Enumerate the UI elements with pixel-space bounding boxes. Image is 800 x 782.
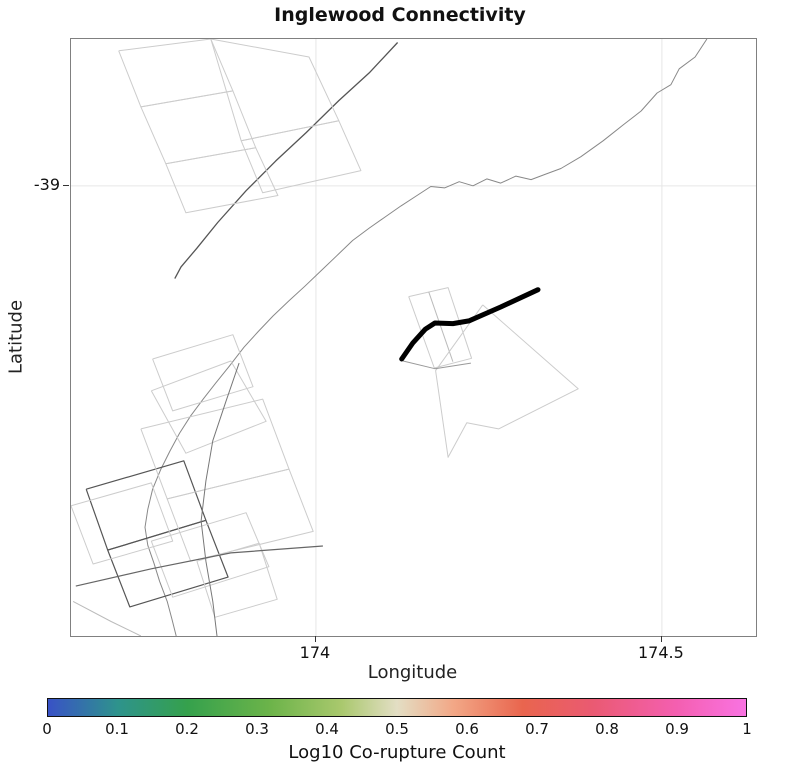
colorbar-gradient xyxy=(47,698,747,717)
plot-area xyxy=(70,38,757,637)
fault-trace-dark xyxy=(200,362,240,636)
y-tick-label: -39 xyxy=(33,174,60,194)
fault-trace-dark xyxy=(75,545,323,587)
fault-outline xyxy=(118,39,234,108)
colorbar-tick-label: 0.3 xyxy=(245,720,269,738)
colorbar-tick-label: 0.1 xyxy=(105,720,129,738)
fault-outline xyxy=(150,512,270,598)
fault-trace xyxy=(402,360,471,370)
colorbar-tick-label: 0.4 xyxy=(315,720,339,738)
x-tick-label: 174.5 xyxy=(637,643,684,662)
colorbar-tick-labels: 0 0.1 0.2 0.3 0.4 0.5 0.6 0.7 0.8 0.9 1 xyxy=(42,720,752,740)
fault-outline xyxy=(196,542,278,618)
colorbar-tick-label: 0.9 xyxy=(665,720,689,738)
chart-title: Inglewood Connectivity xyxy=(274,4,526,26)
fault-outline xyxy=(435,304,579,458)
colorbar-tick-label: 0.5 xyxy=(385,720,409,738)
fault-outline-dark xyxy=(107,519,229,608)
fault-outline xyxy=(165,147,279,214)
colorbar-tick-label: 0.2 xyxy=(175,720,199,738)
fault-outline xyxy=(152,334,254,412)
fault-trace-northwest xyxy=(174,42,399,279)
y-axis-label: Latitude xyxy=(5,299,27,375)
fault-outline xyxy=(240,120,362,194)
co-rupture-fault-segment xyxy=(399,287,541,362)
fault-outline xyxy=(140,90,257,165)
colorbar: 0 0.1 0.2 0.3 0.4 0.5 0.6 0.7 0.8 0.9 1 Log10 Co-r… xyxy=(42,698,752,763)
fault-trace-long xyxy=(144,39,708,636)
fault-trace xyxy=(72,600,142,636)
fault-outline xyxy=(150,360,267,454)
y-tick-mark xyxy=(63,184,69,186)
fault-outline xyxy=(166,468,314,562)
fault-outline xyxy=(210,39,340,142)
fault-trace xyxy=(428,291,454,362)
colorbar-tick-label: 1 xyxy=(742,720,752,738)
colorbar-tick-label: 0.6 xyxy=(455,720,479,738)
colorbar-label: Log10 Co-rupture Count xyxy=(288,742,506,763)
fault-outline xyxy=(71,482,174,565)
x-tick-label: 174 xyxy=(299,643,331,662)
x-axis-label: Longitude xyxy=(367,662,458,683)
map-svg xyxy=(71,39,756,636)
fault-outline xyxy=(140,398,290,500)
colorbar-tick-label: 0 xyxy=(42,720,52,738)
colorbar-tick-label: 0.7 xyxy=(525,720,549,738)
x-tick-mark xyxy=(660,636,662,642)
fault-outline xyxy=(408,287,473,369)
x-tick-mark xyxy=(314,636,316,642)
colorbar-tick-label: 0.8 xyxy=(595,720,619,738)
